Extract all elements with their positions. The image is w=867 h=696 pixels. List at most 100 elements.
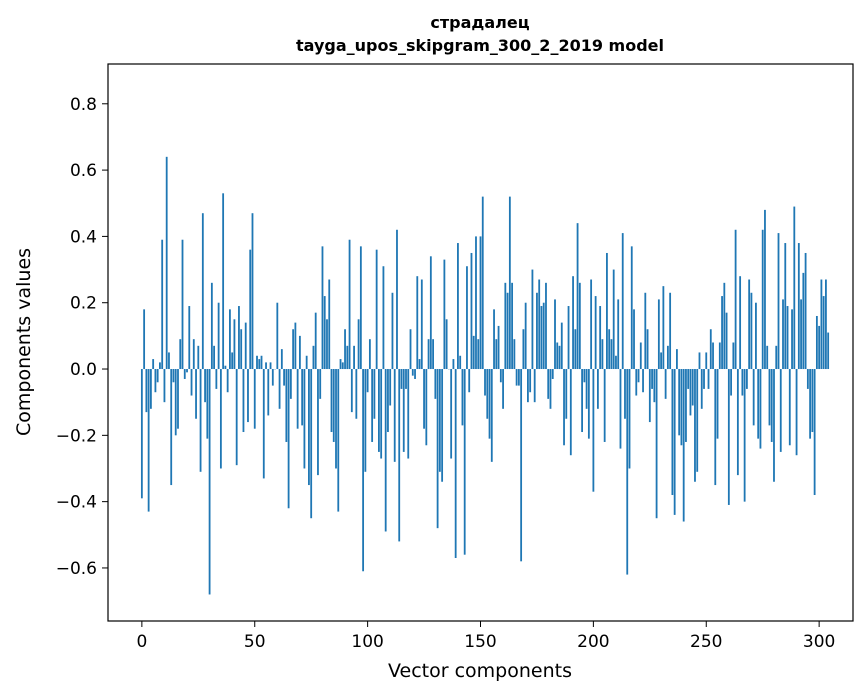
bar — [662, 286, 665, 370]
bar — [714, 369, 717, 486]
bar — [423, 369, 425, 429]
bar — [784, 243, 787, 370]
bar — [414, 369, 416, 379]
bar — [545, 282, 547, 370]
bar — [267, 369, 270, 416]
bar — [195, 369, 197, 419]
bar — [140, 369, 143, 499]
bar — [490, 369, 493, 462]
bar — [359, 246, 362, 370]
bar — [317, 369, 319, 476]
bar — [438, 369, 441, 472]
x-tick-label: 100 — [351, 632, 383, 652]
y-tick-label: 0.0 — [70, 360, 97, 380]
bar — [757, 369, 760, 439]
bar — [192, 339, 195, 370]
bar — [242, 369, 245, 433]
bar — [612, 269, 615, 370]
bar — [606, 252, 608, 370]
bar — [384, 369, 387, 532]
bar — [341, 362, 344, 370]
x-tick-label: 50 — [244, 632, 266, 652]
bar — [547, 369, 550, 399]
bar — [161, 239, 164, 370]
bar — [556, 342, 559, 370]
bar — [278, 369, 281, 409]
bar — [233, 319, 236, 370]
bar — [705, 352, 708, 370]
x-tick-label: 300 — [803, 632, 835, 652]
bar — [734, 229, 737, 370]
bar — [488, 369, 491, 439]
bar — [770, 369, 773, 442]
bar — [716, 369, 719, 439]
bar — [425, 369, 428, 446]
bar — [797, 243, 800, 370]
bar — [280, 349, 283, 370]
bar — [633, 309, 635, 370]
bar — [574, 329, 577, 370]
bar — [517, 369, 520, 386]
bar — [219, 369, 222, 469]
bar — [527, 369, 529, 403]
bar — [253, 369, 256, 429]
bar — [748, 279, 751, 370]
bar — [235, 369, 238, 466]
bar — [226, 369, 229, 393]
bar — [768, 369, 771, 426]
bar — [524, 302, 527, 370]
bar — [646, 329, 649, 370]
bar — [229, 309, 231, 370]
bar — [436, 369, 439, 529]
bar — [630, 246, 633, 370]
bar — [610, 339, 613, 370]
bar — [244, 322, 247, 370]
bar — [452, 359, 455, 370]
bar — [723, 282, 726, 370]
bar — [583, 369, 586, 383]
bar — [759, 369, 762, 449]
y-tick-label: −0.6 — [56, 559, 97, 579]
bar — [145, 369, 148, 413]
bar — [301, 369, 304, 426]
bar — [258, 359, 261, 370]
bar — [314, 312, 317, 370]
bar — [811, 369, 814, 433]
bar — [224, 365, 227, 370]
bar — [671, 369, 674, 496]
bar — [732, 342, 735, 370]
plot-frame — [107, 63, 854, 622]
bar — [669, 292, 672, 370]
bar — [806, 369, 809, 389]
bar — [337, 369, 340, 512]
chart-title: страдалец — [430, 13, 529, 32]
bar — [815, 315, 818, 370]
bar — [608, 329, 611, 370]
bar — [461, 369, 464, 426]
bar — [289, 369, 292, 399]
y-tick-label: 0.4 — [70, 227, 97, 247]
bar — [368, 339, 371, 370]
bar — [515, 369, 518, 386]
bar — [247, 369, 249, 423]
bar — [506, 292, 509, 370]
bar — [276, 302, 279, 370]
bar — [472, 335, 475, 370]
bar — [188, 306, 191, 370]
bar — [642, 369, 644, 393]
bar — [364, 369, 367, 472]
bar — [497, 325, 500, 370]
bar — [700, 369, 703, 409]
bar — [786, 306, 789, 370]
bar — [639, 342, 642, 370]
bar — [486, 369, 489, 419]
bar — [563, 369, 565, 446]
x-tick-label: 0 — [136, 632, 147, 652]
bar — [657, 299, 660, 370]
bar — [678, 369, 681, 436]
bar — [481, 196, 484, 370]
bar — [825, 279, 827, 370]
bar — [567, 306, 570, 370]
bar — [375, 249, 378, 370]
